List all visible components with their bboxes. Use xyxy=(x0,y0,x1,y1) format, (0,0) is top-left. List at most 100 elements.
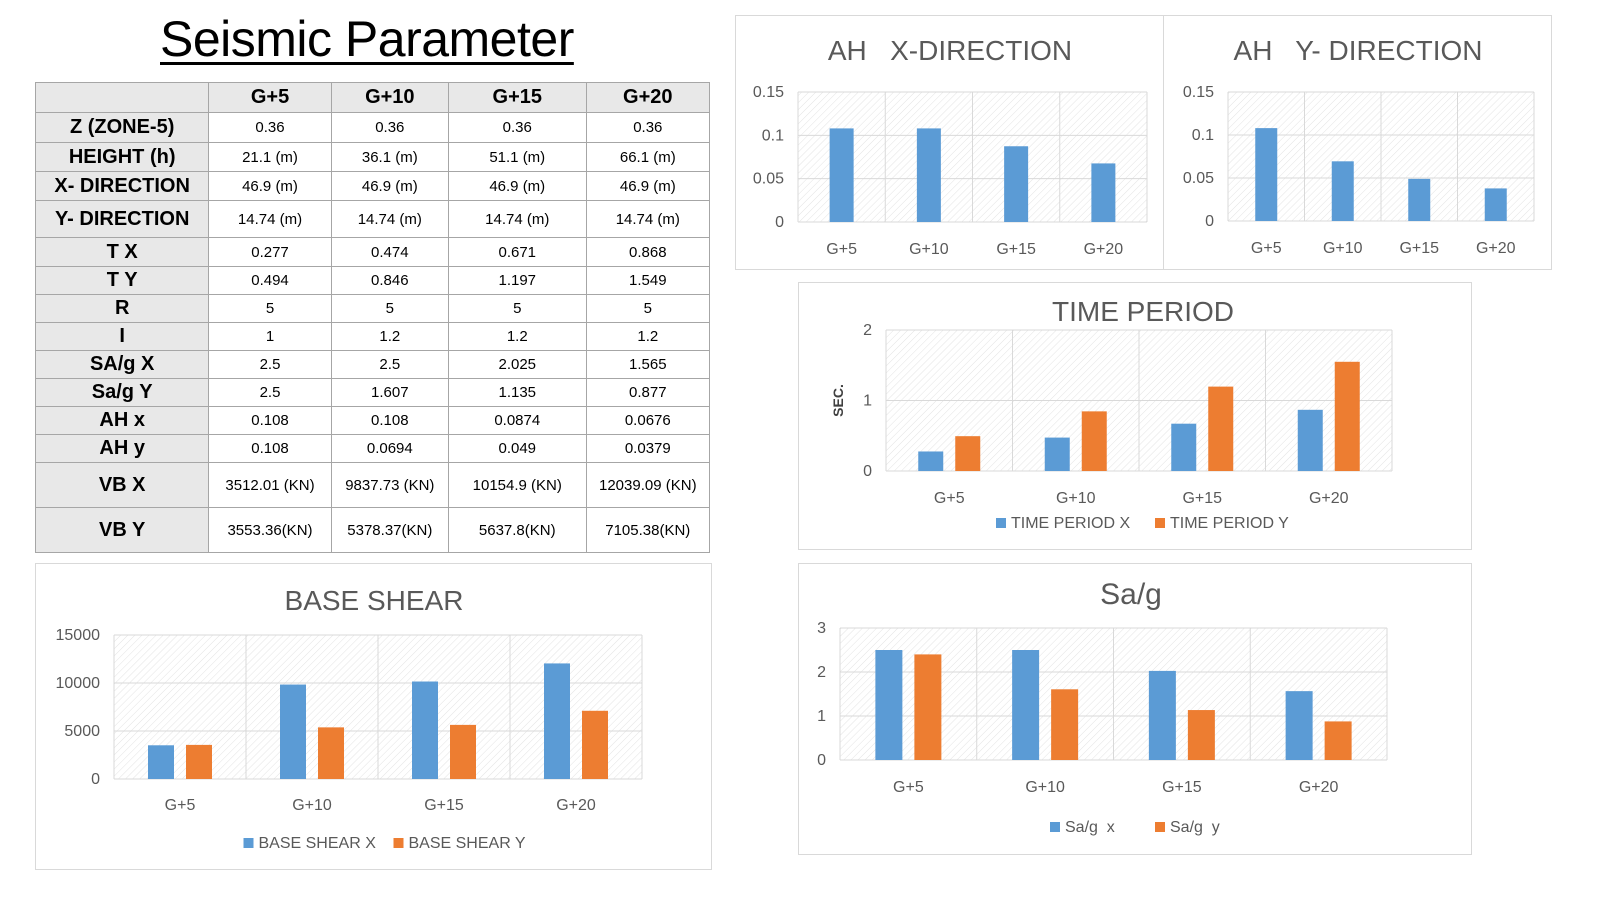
bar-base-shear-series-1-Gplus15 xyxy=(412,681,438,779)
table-row: AH y 0.108 0.0694 0.049 0.0379 xyxy=(34,434,711,463)
y-tick-label: 0.15 xyxy=(753,84,784,101)
table-cell: 2.5 xyxy=(330,350,449,379)
table-cell: 0.0676 xyxy=(585,406,711,435)
legend-label: Sa/g y xyxy=(1170,819,1220,836)
table-cell: 5637.8(KN) xyxy=(447,507,587,553)
bar-sa-g-series-1-Gplus15 xyxy=(1148,670,1176,760)
legend-label: Sa/g x xyxy=(1065,819,1115,836)
bar-time-period-series-1-Gplus15 xyxy=(1171,423,1197,471)
row-label: R xyxy=(34,294,210,323)
bar-time-period-series-1-Gplus5 xyxy=(918,451,944,471)
table-cell: 0.0874 xyxy=(447,406,587,435)
header-cell: G+5 xyxy=(208,82,332,113)
table-cell: 1 xyxy=(208,322,332,351)
x-tick-label: G+5 xyxy=(165,797,196,814)
table-cell: 14.74 (m) xyxy=(447,200,587,238)
bar-sa-g-series-1-Gplus5 xyxy=(875,650,903,760)
page-title: Seismic Parameter xyxy=(160,11,574,67)
bar-base-shear-series-2-Gplus15 xyxy=(450,724,476,779)
y-tick-label: 5000 xyxy=(64,723,100,740)
header-cell: G+20 xyxy=(585,82,711,113)
table-cell: 5 xyxy=(330,294,449,323)
chart-title: BASE SHEAR xyxy=(285,585,464,616)
bar-ah-x-series-1-Gplus20 xyxy=(1091,163,1116,222)
x-tick-label: G+10 xyxy=(909,241,949,258)
y-tick-label: 2 xyxy=(863,322,872,339)
table-cell: 36.1 (m) xyxy=(330,142,449,172)
table-cell: 46.9 (m) xyxy=(447,171,587,201)
base-shear-chart-svg: BASE SHEAR 0 5000 10000 15000 G+5 G+10 G+15 G+20… xyxy=(56,585,643,852)
bar-base-shear-series-2-Gplus10 xyxy=(318,727,344,779)
legend-swatch xyxy=(1155,822,1165,832)
x-tick-label: G+15 xyxy=(1162,779,1202,796)
table-cell: 3512.01 (KN) xyxy=(208,462,332,508)
x-tick-label: G+5 xyxy=(934,490,965,507)
x-tick-label: G+15 xyxy=(1399,240,1439,257)
row-label: HEIGHT (h) xyxy=(34,142,210,172)
bar-time-period-series-1-Gplus20 xyxy=(1297,409,1323,471)
table-cell: 5 xyxy=(447,294,587,323)
row-label: Y- DIRECTION xyxy=(34,200,210,238)
bar-ah-y-series-1-Gplus20 xyxy=(1484,188,1507,221)
row-label: I xyxy=(34,322,210,351)
table-cell: 0.0694 xyxy=(330,434,449,463)
table-cell: 0.494 xyxy=(208,266,332,295)
ah-y-direction-chart-svg: AH Y- DIRECTION 0 0.05 0.1 0.15 G+5 G+10 G+15 G+… xyxy=(1183,35,1535,257)
legend-swatch xyxy=(1050,822,1060,832)
bar-time-period-series-2-Gplus20 xyxy=(1334,361,1360,471)
table-cell: 1.607 xyxy=(330,378,449,407)
row-label: Sa/g Y xyxy=(34,378,210,407)
y-tick-label: 2 xyxy=(817,664,826,681)
table-cell: 0.36 xyxy=(208,112,332,143)
table-cell: 14.74 (m) xyxy=(330,200,449,238)
x-tick-label: G+10 xyxy=(1323,240,1363,257)
legend-swatch xyxy=(1155,518,1165,528)
bar-sa-g-series-2-Gplus20 xyxy=(1324,721,1352,760)
bar-base-shear-series-1-Gplus20 xyxy=(544,663,570,779)
table-cell: 2.5 xyxy=(208,350,332,379)
table-cell: 0.36 xyxy=(447,112,587,143)
table-cell: 1.135 xyxy=(447,378,587,407)
bar-time-period-series-1-Gplus10 xyxy=(1044,437,1070,471)
table-cell: 0.108 xyxy=(208,406,332,435)
table-cell: 46.9 (m) xyxy=(208,171,332,201)
row-label: VB X xyxy=(34,462,210,508)
table-cell: 5 xyxy=(585,294,711,323)
y-tick-label: 0.1 xyxy=(1192,127,1214,144)
bar-ah-x-series-1-Gplus5 xyxy=(829,128,854,222)
table-cell: 10154.9 (KN) xyxy=(447,462,587,508)
table-row: AH x 0.108 0.108 0.0874 0.0676 xyxy=(34,406,711,435)
time-period-chart: TIME PERIOD 0 1 2 SEC. G+5 G+10 G+15 G+20 TIME PE… xyxy=(798,282,1472,550)
y-tick-label: 1 xyxy=(817,708,826,725)
x-tick-label: G+10 xyxy=(292,797,332,814)
y-tick-label: 0.05 xyxy=(753,171,784,188)
legend-label: BASE SHEAR X xyxy=(259,835,377,852)
bar-sa-g-series-2-Gplus15 xyxy=(1187,710,1215,760)
y-tick-label: 0.15 xyxy=(1183,84,1214,101)
y-tick-label: 3 xyxy=(817,620,826,637)
y-tick-label: 0 xyxy=(91,771,100,788)
table-cell: 46.9 (m) xyxy=(585,171,711,201)
x-tick-label: G+10 xyxy=(1025,779,1065,796)
table-cell: 1.197 xyxy=(447,266,587,295)
header-cell: G+15 xyxy=(447,82,587,113)
table-cell: 1.2 xyxy=(330,322,449,351)
legend-swatch xyxy=(996,518,1006,528)
chart-legend: TIME PERIOD X TIME PERIOD Y xyxy=(996,515,1289,532)
table-cell: 0.36 xyxy=(330,112,449,143)
table-cell: 14.74 (m) xyxy=(585,200,711,238)
row-label: T X xyxy=(34,237,210,267)
x-tick-label: G+5 xyxy=(1251,240,1282,257)
x-tick-label: G+5 xyxy=(826,241,857,258)
table-cell: 66.1 (m) xyxy=(585,142,711,172)
table-cell: 0.671 xyxy=(447,237,587,267)
table-cell: 1.549 xyxy=(585,266,711,295)
table-cell: 0.277 xyxy=(208,237,332,267)
table-cell: 0.846 xyxy=(330,266,449,295)
y-tick-label: 10000 xyxy=(56,675,101,692)
chart-title: Sa/g xyxy=(1100,578,1162,611)
legend-label: BASE SHEAR Y xyxy=(409,835,526,852)
chart-legend: Sa/g x Sa/g y xyxy=(1050,819,1220,836)
bar-base-shear-series-2-Gplus5 xyxy=(186,744,212,779)
